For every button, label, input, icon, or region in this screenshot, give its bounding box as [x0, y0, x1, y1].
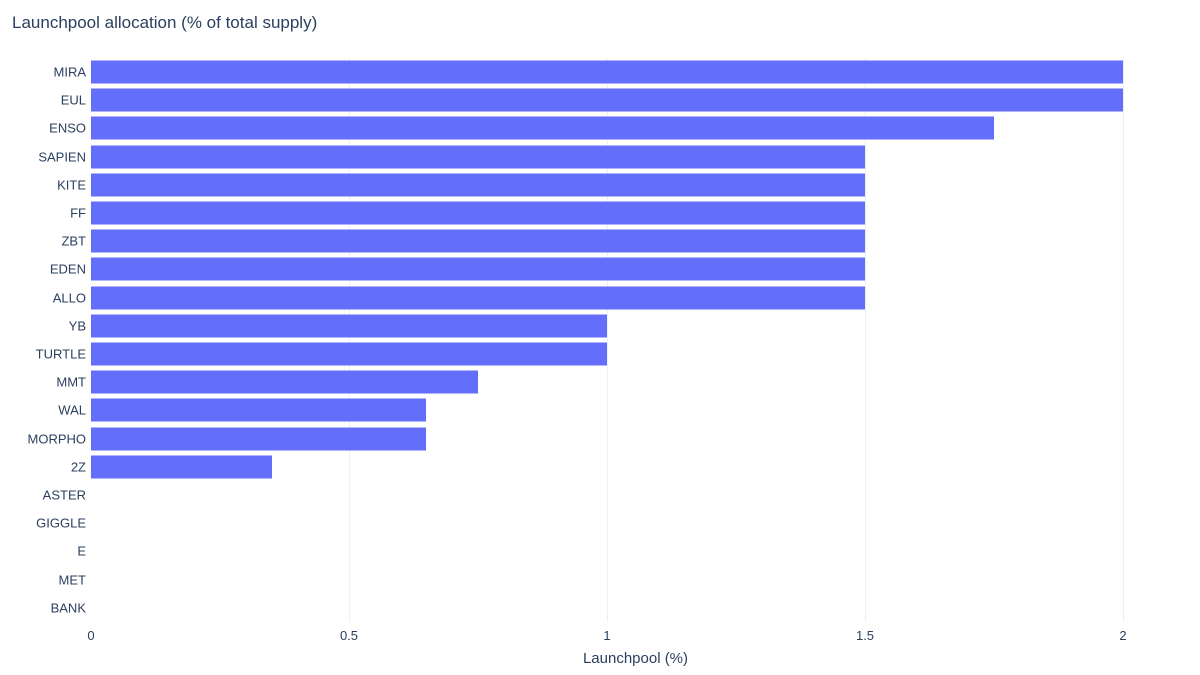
- y-axis-label: E: [77, 543, 86, 559]
- y-axis-label: ENSO: [49, 120, 86, 136]
- y-axis-label: SAPIEN: [38, 149, 86, 165]
- y-axis-label: YB: [68, 318, 86, 334]
- bar-row: MORPHO: [28, 425, 1180, 453]
- bar-row: MMT: [56, 368, 1180, 396]
- bar-row: MIRA: [54, 58, 1180, 86]
- bar-row: YB: [69, 312, 1180, 340]
- bar-row: EUL: [61, 86, 1180, 114]
- y-axis-label: KITE: [57, 177, 86, 193]
- y-axis-label: ZBT: [61, 233, 86, 249]
- bar-row: EDEN: [50, 255, 1180, 283]
- bar-row: TURTLE: [36, 340, 1180, 368]
- gridline: [607, 58, 608, 622]
- gridline: [1123, 58, 1124, 622]
- y-axis-label: 2Z: [70, 459, 86, 475]
- y-axis-label: BANK: [50, 600, 86, 616]
- x-tick-label: 1: [603, 628, 611, 643]
- x-tick-label: 2: [1119, 628, 1127, 643]
- y-axis-label: MORPHO: [27, 431, 87, 447]
- bar-row: ENSO: [49, 114, 1180, 142]
- y-axis-label: MMT: [56, 374, 86, 390]
- bar[interactable]: [91, 427, 427, 451]
- gridline: [865, 58, 866, 622]
- bar-row: MET: [59, 566, 1180, 594]
- bar-row: BANK: [51, 594, 1180, 622]
- bar[interactable]: [91, 370, 478, 394]
- bar[interactable]: [91, 60, 1123, 84]
- chart-title: Launchpool allocation (% of total supply…: [12, 13, 318, 32]
- bar-row: ZBT: [61, 227, 1180, 255]
- bar-row: ALLO: [53, 284, 1180, 312]
- bar[interactable]: [91, 201, 865, 225]
- bar[interactable]: [91, 455, 272, 479]
- bar[interactable]: [91, 398, 427, 422]
- y-axis-label: FF: [70, 205, 86, 221]
- bar[interactable]: [91, 257, 865, 281]
- y-axis-label: MET: [58, 572, 86, 588]
- bar-row: 2Z: [71, 453, 1180, 481]
- gridline: [349, 58, 350, 622]
- bar-row: WAL: [58, 396, 1180, 424]
- y-axis-label: ASTER: [42, 487, 86, 503]
- bar-row: ASTER: [43, 481, 1180, 509]
- bar-row: E: [77, 537, 1180, 565]
- bar[interactable]: [91, 145, 865, 169]
- x-tick-label: 0: [87, 628, 95, 643]
- y-axis-label: EDEN: [49, 261, 86, 277]
- bar[interactable]: [91, 229, 865, 253]
- bar-row: SAPIEN: [38, 143, 1180, 171]
- x-tick-label: 0.5: [339, 628, 359, 643]
- x-axis-title: Launchpool (%): [582, 650, 689, 667]
- y-axis-label: GIGGLE: [36, 515, 86, 531]
- bar-row: KITE: [57, 171, 1180, 199]
- y-axis-label: MIRA: [53, 64, 87, 80]
- y-axis-label: TURTLE: [35, 346, 86, 362]
- y-axis-label: WAL: [58, 402, 86, 418]
- bar[interactable]: [91, 342, 607, 366]
- bar[interactable]: [91, 173, 865, 197]
- bar[interactable]: [91, 88, 1123, 112]
- bar[interactable]: [91, 116, 994, 140]
- bar-row: FF: [70, 199, 1180, 227]
- bar[interactable]: [91, 286, 865, 310]
- y-axis-label: EUL: [60, 92, 86, 108]
- bar[interactable]: [91, 314, 607, 338]
- x-tick-label: 1.5: [855, 628, 875, 643]
- plot-area: MIRA EUL ENSO SAPIEN KITE FF ZBT EDEN ALLO YB TURT…: [28, 58, 1180, 622]
- y-axis-label: ALLO: [52, 290, 86, 306]
- bar-row: GIGGLE: [36, 509, 1180, 537]
